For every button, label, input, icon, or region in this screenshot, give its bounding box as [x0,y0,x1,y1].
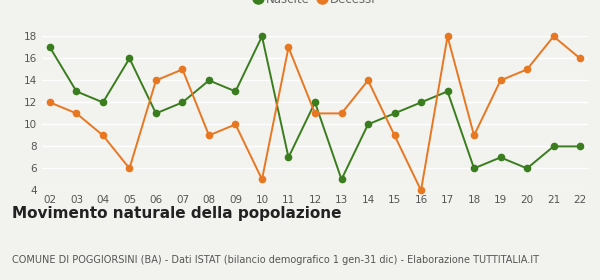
Decessi [444,35,451,38]
Nascite [46,46,53,49]
Nascite [418,101,425,104]
Decessi [364,79,371,82]
Nascite [100,101,107,104]
Decessi [338,112,345,115]
Nascite [152,112,160,115]
Nascite [444,90,451,93]
Nascite [311,101,319,104]
Line: Decessi: Decessi [47,33,583,193]
Decessi [470,134,478,137]
Nascite [205,79,212,82]
Legend: Nascite, Decessi: Nascite, Decessi [250,0,380,11]
Decessi [232,123,239,126]
Decessi [311,112,319,115]
Nascite [338,178,345,181]
Decessi [259,178,266,181]
Decessi [285,46,292,49]
Decessi [418,189,425,192]
Decessi [577,57,584,60]
Nascite [497,156,504,159]
Decessi [523,68,530,71]
Nascite [73,90,80,93]
Decessi [391,134,398,137]
Decessi [497,79,504,82]
Nascite [285,156,292,159]
Nascite [523,167,530,170]
Nascite [259,35,266,38]
Nascite [391,112,398,115]
Line: Nascite: Nascite [47,33,583,183]
Nascite [232,90,239,93]
Decessi [126,167,133,170]
Decessi [152,79,160,82]
Nascite [126,57,133,60]
Nascite [577,145,584,148]
Decessi [205,134,212,137]
Text: COMUNE DI POGGIORSINI (BA) - Dati ISTAT (bilancio demografico 1 gen-31 dic) - El: COMUNE DI POGGIORSINI (BA) - Dati ISTAT … [12,255,539,265]
Nascite [179,101,186,104]
Nascite [470,167,478,170]
Decessi [179,68,186,71]
Decessi [73,112,80,115]
Decessi [550,35,557,38]
Decessi [100,134,107,137]
Nascite [364,123,371,126]
Decessi [46,101,53,104]
Text: Movimento naturale della popolazione: Movimento naturale della popolazione [12,206,341,221]
Nascite [550,145,557,148]
